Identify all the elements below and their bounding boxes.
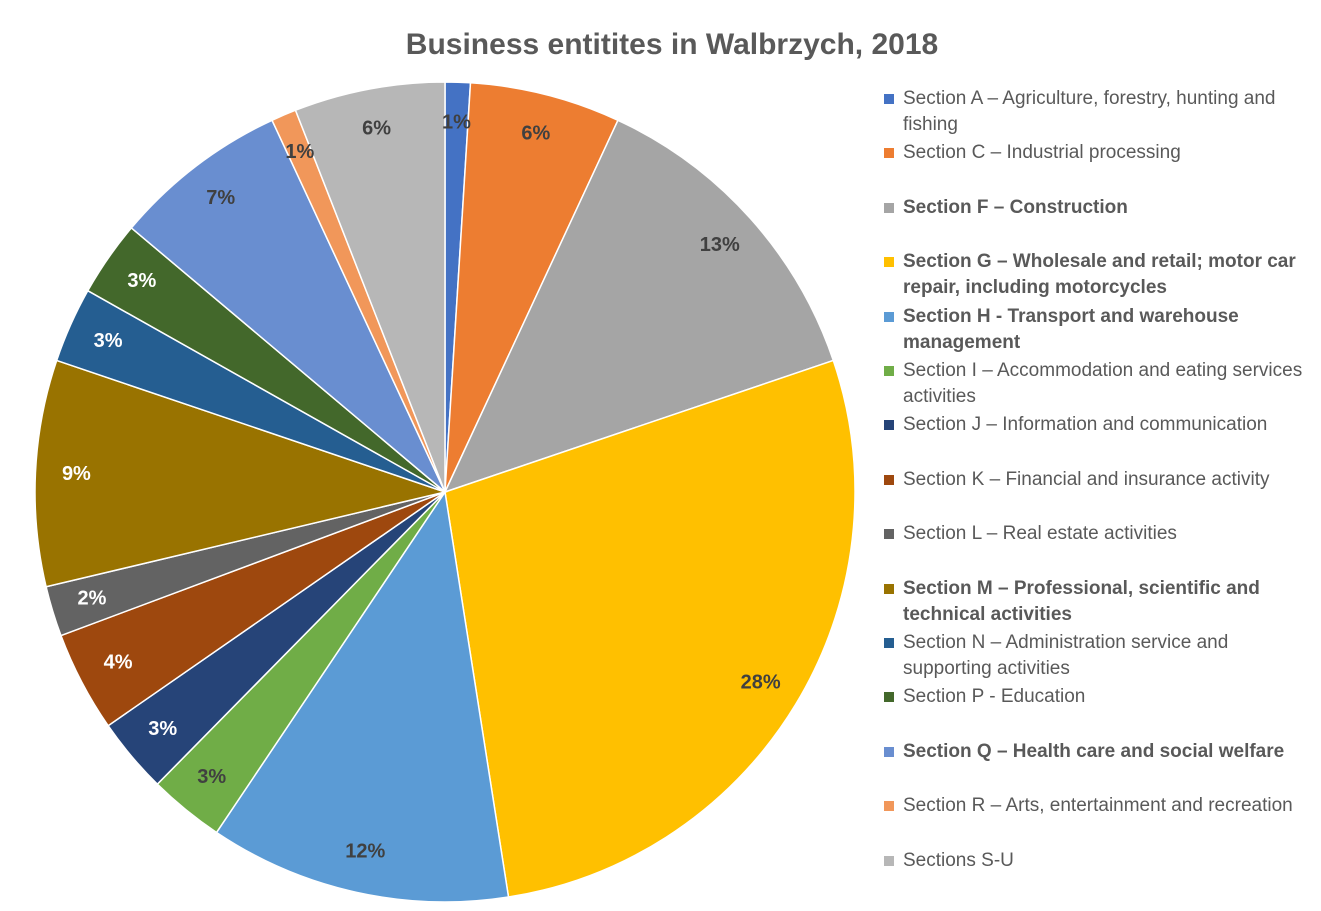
legend-swatch (884, 474, 894, 485)
legend-entry: Section I – Accommodation and eating ser… (880, 358, 1318, 410)
pie-slice (443, 119, 835, 494)
legend-label: Section M – Professional, scientific and… (903, 577, 1260, 625)
legend-entry: Section R – Arts, entertainment and recr… (880, 793, 1318, 819)
legend-label: Sections S-U (903, 849, 1014, 871)
legend-swatch (884, 529, 894, 540)
legend-swatch (884, 692, 894, 703)
legend-swatch (884, 257, 894, 268)
pie-slice (130, 119, 446, 493)
legend-entry: Section G – Wholesale and retail; motor … (880, 249, 1318, 301)
legend-swatch (884, 801, 894, 812)
legend-swatch (884, 94, 894, 104)
legend-label: Section F – Construction (903, 196, 1128, 218)
legend-entry: Section J – Information and communicatio… (880, 412, 1318, 438)
legend-label: Section K – Financial and insurance acti… (903, 468, 1270, 490)
legend-entry: Sections S-U (880, 848, 1318, 874)
legend-label: Section G – Wholesale and retail; motor … (903, 251, 1296, 299)
legend-label: Section N – Administration service and s… (903, 632, 1229, 679)
legend-entry: Section F – Construction (880, 195, 1318, 221)
legend-entry: Section A – Agriculture, forestry, hunti… (880, 86, 1318, 138)
chart-title: Business entitites in Walbrzych, 2018 (406, 28, 938, 61)
legend-entry: Section L – Real estate activities (880, 521, 1318, 547)
legend-label: Section R – Arts, entertainment and recr… (903, 795, 1293, 817)
data-label: 28% (741, 671, 781, 693)
legend-swatch (884, 746, 894, 757)
legend-label: Section A – Agriculture, forestry, hunti… (903, 88, 1276, 135)
legend-label: Section I – Accommodation and eating ser… (903, 360, 1303, 407)
legend-entry: Section H - Transport and warehouse mana… (880, 304, 1318, 356)
data-label: 3% (127, 270, 156, 292)
legend-swatch (884, 420, 894, 431)
pie-slice (215, 489, 510, 903)
legend-swatch (884, 583, 894, 594)
legend-entry: Section C – Industrial processing (880, 140, 1318, 166)
data-label: 7% (206, 187, 235, 209)
data-label: 3% (197, 766, 226, 788)
legend-label: Section Q – Health care and social welfa… (903, 740, 1285, 762)
legend-entry: Section K – Financial and insurance acti… (880, 467, 1318, 493)
data-label: 12% (345, 841, 385, 863)
pie-slice (294, 81, 446, 493)
pie-slice (444, 359, 856, 898)
legend-entry: Section Q – Health care and social welfa… (880, 739, 1318, 765)
data-label: 3% (94, 330, 123, 352)
data-label: 4% (104, 651, 133, 673)
legend-label: Section J – Information and communicatio… (903, 414, 1268, 436)
legend-entry: Section N – Administration service and s… (880, 630, 1318, 682)
legend-entry: Section P - Education (880, 684, 1318, 710)
pie-slice (34, 359, 448, 588)
legend-swatch (884, 311, 894, 322)
data-label: 6% (521, 123, 550, 145)
legend-swatch (884, 148, 894, 159)
legend-entry: Section M – Professional, scientific and… (880, 576, 1318, 628)
legend-swatch (884, 638, 894, 648)
data-label: 1% (285, 141, 314, 163)
data-label: 6% (362, 118, 391, 140)
pie-slice (444, 81, 619, 493)
legend-label: Section C – Industrial processing (903, 142, 1181, 164)
data-label: 3% (148, 718, 177, 740)
legend-label: Section H - Transport and warehouse mana… (903, 305, 1239, 353)
data-label: 2% (78, 588, 107, 610)
data-label: 13% (700, 234, 740, 256)
legend-label: Section L – Real estate activities (903, 523, 1177, 545)
legend-label: Section P - Education (903, 686, 1086, 708)
legend-swatch (884, 855, 894, 866)
data-label: 9% (62, 463, 91, 485)
legend-swatch (884, 202, 894, 213)
legend-swatch (884, 366, 894, 376)
data-label: 1% (442, 111, 471, 133)
